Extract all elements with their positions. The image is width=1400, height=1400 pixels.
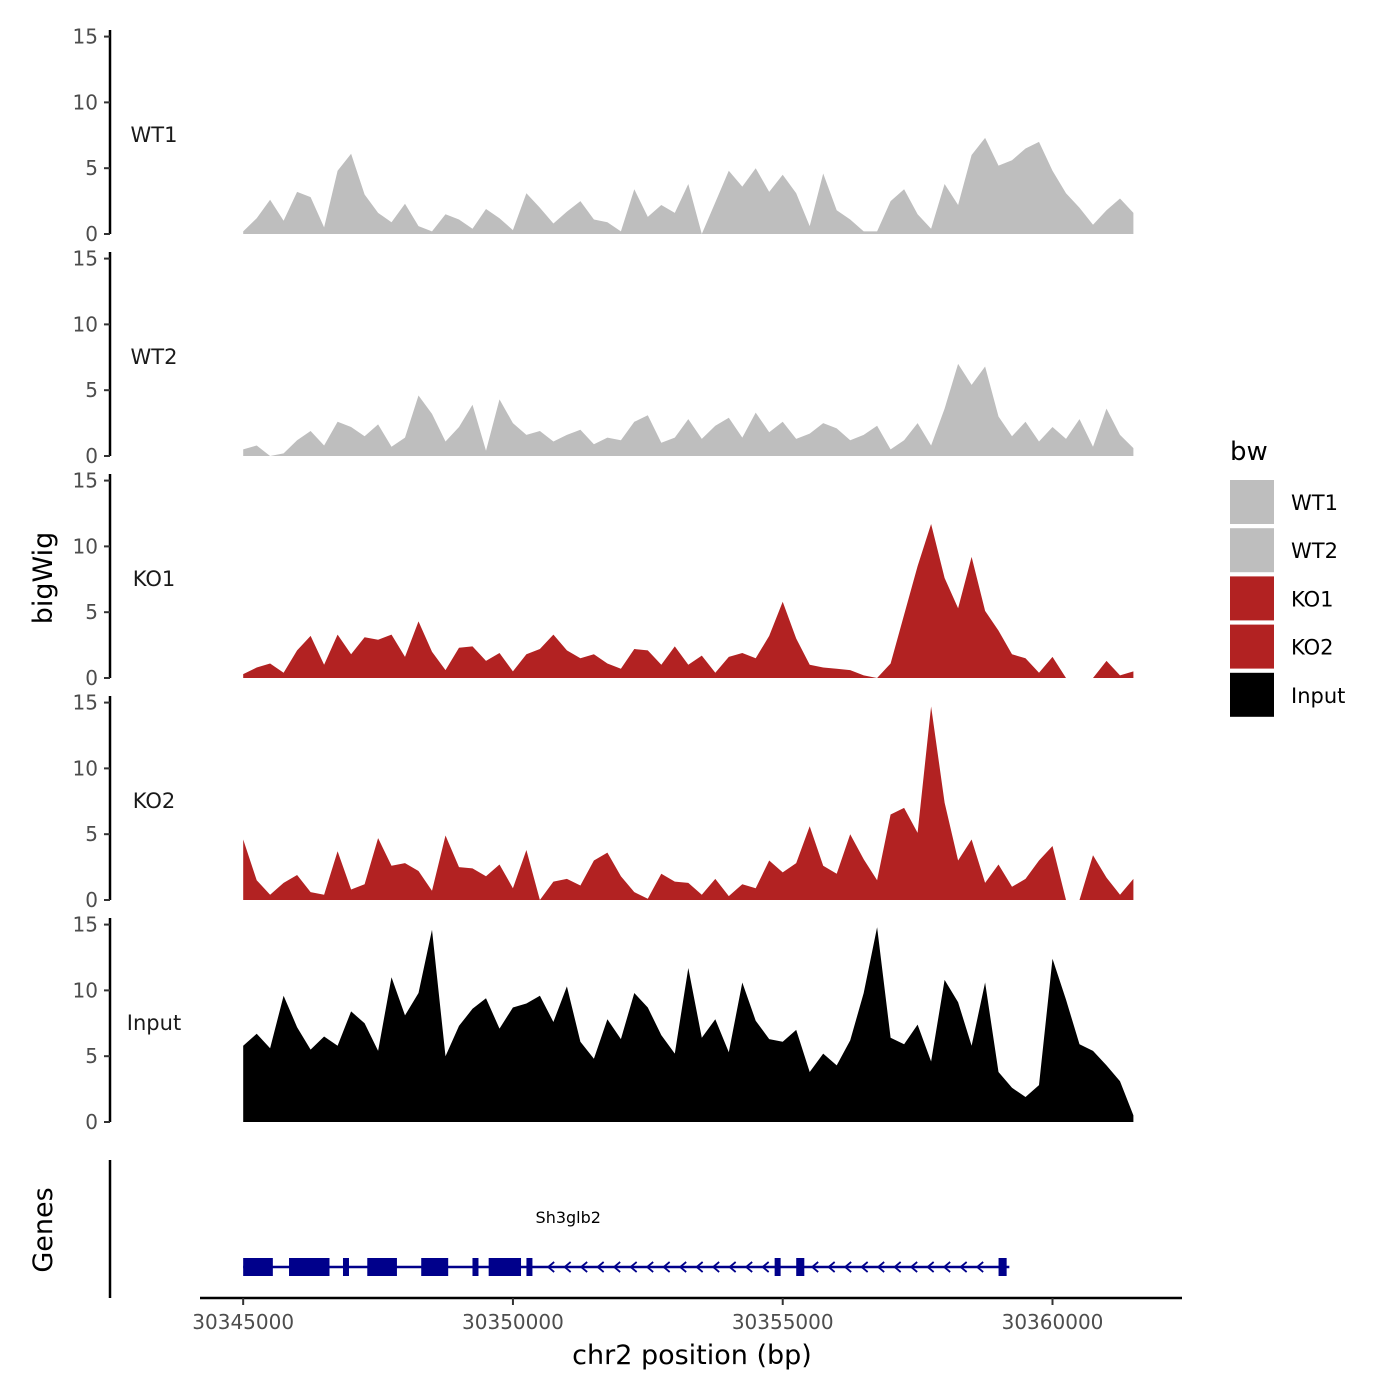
exon-block [367, 1258, 397, 1276]
exon-block [796, 1258, 805, 1276]
track-wt2: 0 5 10 15 WT2 [73, 247, 1134, 468]
genes-axis-title: Genes [28, 1187, 59, 1272]
strand-arrow [662, 1261, 671, 1273]
legend-label-ko1: KO1 [1291, 587, 1334, 611]
track-ko2: 0 5 10 15 KO2 [73, 691, 1134, 912]
strand-arrow [629, 1261, 638, 1273]
strand-arrow [645, 1261, 654, 1273]
y-tick-label: 5 [85, 156, 98, 180]
strand-arrow [942, 1261, 951, 1273]
y-tick-label: 10 [73, 534, 98, 558]
y-tick-label: 5 [85, 378, 98, 402]
exon-block [774, 1258, 781, 1276]
legend-swatch-ko2 [1230, 624, 1274, 669]
legend-swatch-input [1230, 672, 1274, 717]
legend-swatch-wt1 [1230, 480, 1274, 524]
track-input: 0 5 10 15 Input [73, 913, 1134, 1134]
legend-label-wt1: WT1 [1291, 491, 1338, 515]
track-label: WT1 [131, 123, 178, 147]
x-tick-label: 30355000 [732, 1310, 834, 1334]
legend: bw WT1 WT2 KO1 KO2 Input [1230, 437, 1345, 717]
x-tick-label: 30350000 [462, 1310, 564, 1334]
signal-area-ko2 [243, 706, 1134, 900]
exon-block [421, 1258, 449, 1276]
exon-block [243, 1258, 273, 1276]
track-label: WT2 [131, 345, 178, 369]
exon-block [526, 1258, 533, 1276]
y-tick-label: 0 [85, 666, 98, 690]
signal-area-ko1 [243, 524, 1134, 678]
exon-block [998, 1258, 1007, 1276]
x-axis-title: chr2 position (bp) [572, 1340, 812, 1371]
track-wt1: 0 5 10 15 WT1 [73, 25, 1134, 246]
strand-arrow [744, 1261, 753, 1273]
strand-arrow [827, 1261, 836, 1273]
legend-label-input: Input [1291, 684, 1345, 708]
y-tick-label: 5 [85, 822, 98, 846]
legend-label-ko2: KO2 [1291, 636, 1334, 660]
track-panels: 0 5 10 15 WT1 0 5 10 15 WT2 0 5 10 15 KO1 0 5 10 15 KO2 0 5 10… [73, 25, 1134, 1134]
strand-arrow [695, 1261, 704, 1273]
track-ko1: 0 5 10 15 KO1 [73, 469, 1134, 690]
y-tick-label: 5 [85, 1044, 98, 1068]
strand-arrow [876, 1261, 885, 1273]
signal-area-wt1 [243, 137, 1134, 234]
legend-swatch-ko1 [1230, 576, 1274, 621]
track-label: Input [127, 1011, 181, 1035]
y-tick-label: 10 [73, 90, 98, 114]
legend-swatch-wt2 [1230, 528, 1274, 573]
x-axis: 30345000 30350000 30355000 30360000 [192, 1296, 1182, 1334]
x-tick-label: 30345000 [192, 1310, 294, 1334]
exon-block [342, 1258, 349, 1276]
strand-arrow [579, 1261, 588, 1273]
y-tick-label: 15 [73, 469, 98, 493]
strand-arrow [546, 1261, 555, 1273]
y-tick-label: 10 [73, 978, 98, 1002]
y-tick-label: 15 [73, 913, 98, 937]
x-tick-label: 30360000 [1002, 1310, 1104, 1334]
track-label: KO2 [133, 789, 176, 813]
strand-arrow [975, 1261, 984, 1273]
y-tick-label: 15 [73, 691, 98, 715]
legend-title: bw [1230, 437, 1268, 467]
strand-arrow [728, 1261, 737, 1273]
strand-arrow [761, 1261, 770, 1273]
exon-block [472, 1258, 479, 1276]
y-tick-label: 0 [85, 888, 98, 912]
legend-label-wt2: WT2 [1291, 539, 1338, 563]
y-tick-label: 0 [85, 222, 98, 246]
y-tick-label: 5 [85, 600, 98, 624]
exon-block [289, 1258, 330, 1276]
signal-area-input [243, 927, 1134, 1122]
strand-arrow [860, 1261, 869, 1273]
y-tick-label: 0 [85, 444, 98, 468]
strand-arrow [678, 1261, 687, 1273]
y-tick-label: 10 [73, 312, 98, 336]
strand-arrow [563, 1261, 572, 1273]
strand-arrow [926, 1261, 935, 1273]
strand-arrow [596, 1261, 605, 1273]
strand-arrow [810, 1261, 819, 1273]
y-tick-label: 15 [73, 247, 98, 271]
gene-name-label: Sh3glb2 [536, 1208, 601, 1227]
y-tick-label: 0 [85, 1110, 98, 1134]
strand-arrow [612, 1261, 621, 1273]
strand-arrow [959, 1261, 968, 1273]
strand-arrow [711, 1261, 720, 1273]
strand-arrow [909, 1261, 918, 1273]
y-axis-title: bigWig [28, 532, 59, 625]
exon-block [488, 1258, 522, 1276]
signal-area-wt2 [243, 363, 1134, 456]
strand-arrow [843, 1261, 852, 1273]
gene-panel: Sh3glb2 [108, 1160, 1010, 1298]
y-tick-label: 10 [73, 756, 98, 780]
track-label: KO1 [133, 567, 176, 591]
y-tick-label: 15 [73, 25, 98, 49]
strand-arrow [893, 1261, 902, 1273]
